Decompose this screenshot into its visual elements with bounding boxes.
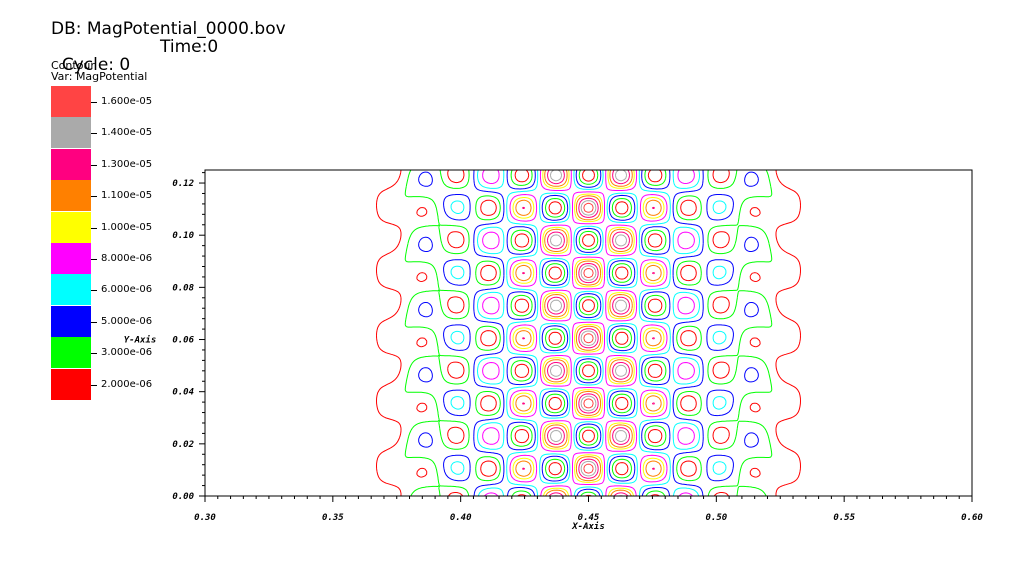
- legend-swatch: [51, 368, 91, 400]
- y-tick-label: 0.12: [172, 179, 194, 189]
- contour-level-10: [583, 202, 594, 474]
- legend-label: 6.000e-06: [101, 284, 153, 296]
- legend-title: Contour: [51, 59, 95, 72]
- x-tick-label: 0.40: [450, 513, 472, 523]
- x-tick-label: 0.50: [705, 513, 727, 523]
- legend-label: 1.000e-05: [101, 221, 153, 233]
- legend-tick: [91, 321, 97, 323]
- legend-swatch: [51, 117, 91, 149]
- x-tick-label: 0.45: [578, 513, 600, 523]
- legend-swatch: [51, 243, 91, 274]
- legend-tick: [91, 227, 97, 229]
- legend-tick: [91, 133, 97, 135]
- y-tick-label: 0.10: [172, 231, 194, 241]
- y-tick-label: 0.00: [172, 492, 194, 502]
- contour-level-2: [404, 169, 773, 497]
- legend-swatch: [51, 148, 91, 180]
- legend-tick: [91, 102, 97, 103]
- contour-lines: [376, 169, 801, 497]
- contour-level-1: [376, 169, 801, 497]
- legend-swatch: [51, 86, 91, 117]
- y-tick-label: 0.08: [172, 283, 194, 293]
- cycle-label: Cycle: 0: [61, 55, 131, 75]
- legend-swatch: [51, 337, 91, 369]
- y-axis-title: Y-Axis: [124, 335, 157, 346]
- legend-variable: Var: MagPotential: [51, 70, 148, 83]
- contour-level-6: [512, 169, 665, 497]
- legend-label: 1.400e-05: [101, 127, 153, 139]
- contour-level-4: [450, 169, 727, 497]
- contour-level-7: [515, 169, 662, 497]
- legend-swatch: [51, 211, 91, 243]
- contour-level-3: [418, 169, 759, 497]
- time-label: Time:0: [160, 37, 219, 57]
- legend-label: 1.600e-05: [101, 96, 153, 107]
- x-tick-label: 0.30: [194, 513, 216, 523]
- y-tick-label: 0.04: [172, 388, 194, 398]
- x-tick-label: 0.35: [322, 513, 344, 523]
- legend-tick: [91, 164, 97, 166]
- contour-legend: 1.600e-05 1.400e-05 1.300e-05 1.100e-05 1.00…: [51, 86, 171, 406]
- legend-label: 1.100e-05: [101, 190, 153, 202]
- x-tick-label: 0.60: [961, 513, 983, 523]
- y-tick-label: 0.06: [172, 336, 194, 346]
- legend-tick: [91, 196, 97, 198]
- legend-label: 8.000e-06: [101, 253, 153, 264]
- legend-tick: [91, 290, 97, 292]
- legend-tick: [91, 353, 97, 355]
- legend-label: 3.000e-06: [101, 347, 153, 359]
- cycle-time-line: Cycle: 0 Time:0: [51, 38, 218, 92]
- x-axis-title: X-Axis: [571, 521, 605, 532]
- legend-tick: [91, 384, 97, 386]
- plot-frame: [204, 169, 973, 497]
- legend-label: 1.300e-05: [101, 158, 153, 170]
- legend-swatch: [51, 274, 91, 306]
- database-label: DB: MagPotential_0000.bov: [51, 19, 286, 39]
- legend-swatch: [51, 180, 91, 212]
- axes: 0.30 0.35 0.40 0.45 0.50 0.55 0.60 0.00 0.02 0.04…: [172, 172, 983, 523]
- legend-label: 2.000e-06: [101, 378, 153, 390]
- y-tick-label: 0.02: [172, 440, 194, 450]
- legend-swatch: [51, 305, 91, 337]
- legend-label: 5.000e-06: [101, 315, 153, 327]
- x-tick-label: 0.55: [833, 513, 855, 523]
- legend-tick: [91, 259, 97, 260]
